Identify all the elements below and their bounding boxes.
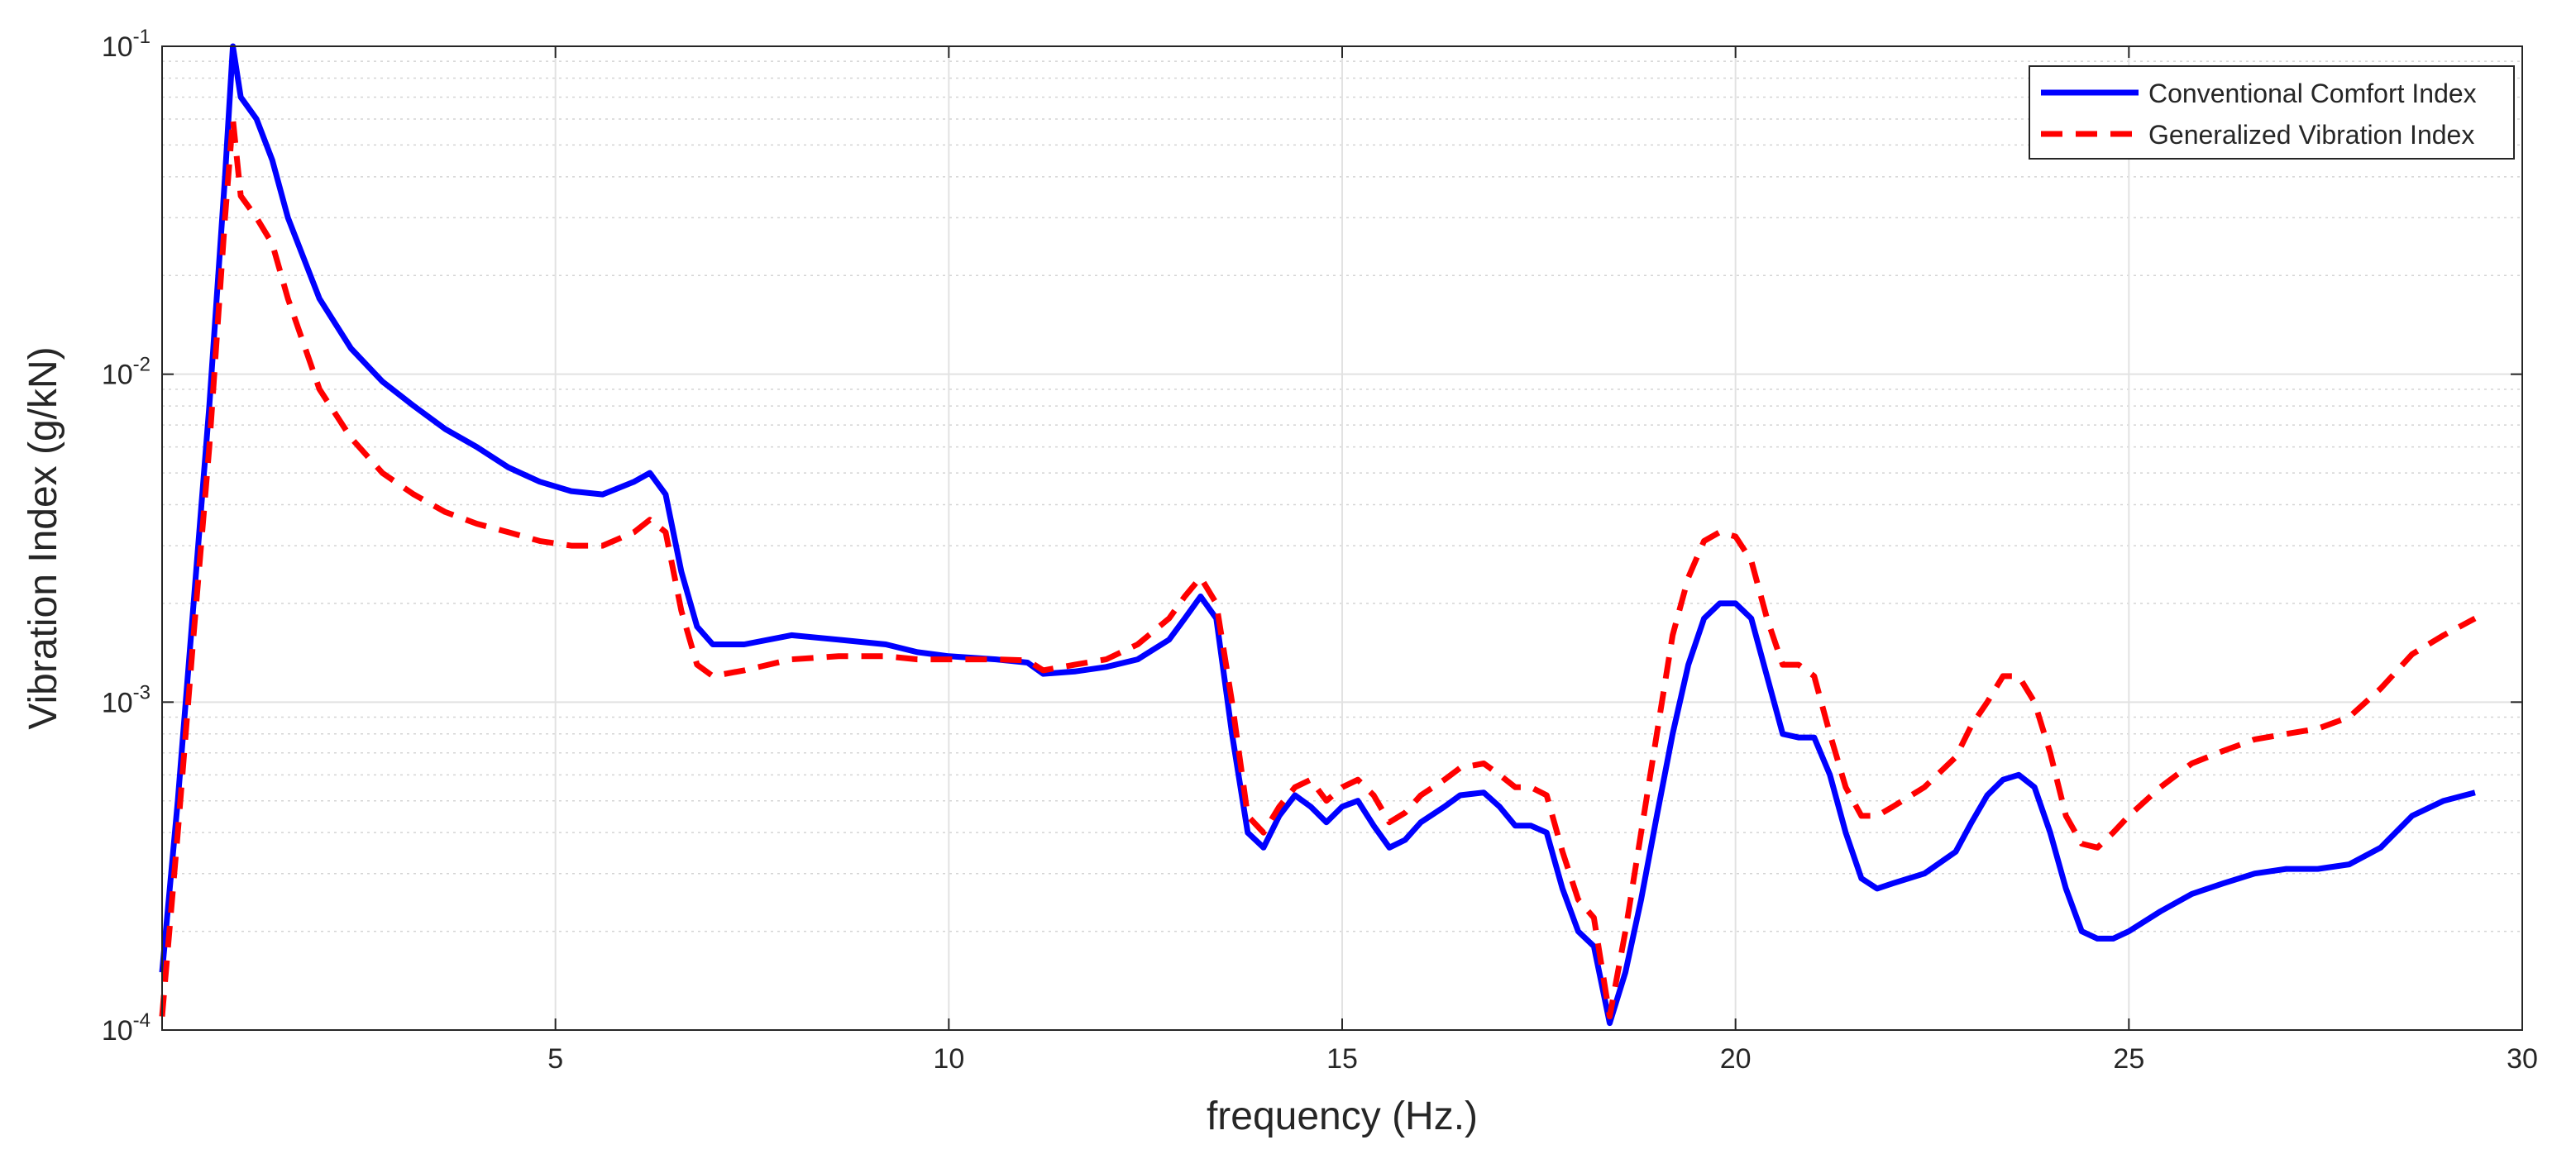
x-tick-label: 5 xyxy=(547,1043,563,1075)
series-line-1 xyxy=(159,43,2476,1027)
x-axis-label: frequency (Hz.) xyxy=(1207,1095,1478,1138)
y-tick-label: 10-1 xyxy=(102,26,151,63)
y-tick-label: 10-3 xyxy=(102,681,151,718)
x-tick-label: 25 xyxy=(2113,1043,2144,1075)
legend-label-1: Conventional Comfort Index xyxy=(2148,79,2477,108)
x-tick-label: 10 xyxy=(933,1043,964,1075)
legend-box xyxy=(2029,65,2515,160)
x-tick-label: 15 xyxy=(1326,1043,1358,1075)
x-tick-label: 30 xyxy=(2507,1043,2538,1075)
x-tick-label: 20 xyxy=(1720,1043,1752,1075)
ticks: 5 10 15 20 25 30 10-4 10-3 10-2 10-1 xyxy=(102,26,2538,1075)
y-tick-label: 10-4 xyxy=(102,1009,151,1047)
y-tick-label: 10-2 xyxy=(102,354,151,391)
series-layer xyxy=(159,43,2477,1027)
y-axis-label: Vibration Index (g/kN) xyxy=(22,346,65,729)
legend: Conventional Comfort Index Generalized Vi… xyxy=(2029,65,2515,160)
legend-label-2: Generalized Vibration Index xyxy=(2148,120,2474,150)
